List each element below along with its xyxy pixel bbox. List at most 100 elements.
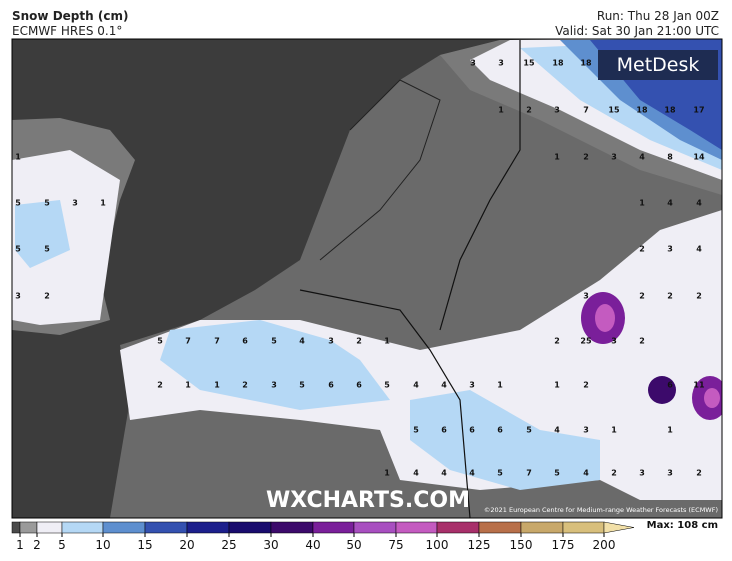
map-value: 5: [44, 245, 50, 254]
valid-time: Valid: Sat 30 Jan 21:00 UTC: [555, 24, 719, 38]
map-value: 18: [552, 59, 564, 68]
map-value: 3: [15, 292, 21, 301]
map-value: 4: [441, 469, 447, 478]
map-value: 4: [583, 469, 589, 478]
map-value: 5: [384, 381, 390, 390]
colorbar-label: 125: [468, 538, 491, 552]
map-value: 3: [667, 469, 673, 478]
map-value: 2: [526, 106, 532, 115]
map-value: 3: [667, 245, 673, 254]
map-value: 4: [639, 153, 645, 162]
colorbar-label: 5: [58, 538, 66, 552]
map-value: 1: [639, 199, 645, 208]
logo-box: [598, 50, 718, 80]
map-value: 2: [583, 153, 589, 162]
map-value: 4: [554, 426, 560, 435]
colorbar-segment: [11, 521, 21, 534]
map-value: 1: [497, 381, 503, 390]
colorbar-segment: [436, 521, 480, 534]
map-value: 5: [15, 245, 21, 254]
map-value: 5: [271, 337, 277, 346]
snow-area: [160, 320, 390, 410]
run: Run: Thu 28 Jan 00Z: [597, 9, 719, 23]
map-value: 14: [693, 153, 705, 162]
watermark: WXCHARTS.COM: [266, 488, 470, 513]
map-value: 1: [384, 337, 390, 346]
map-value: 3: [611, 153, 617, 162]
map-value: 2: [696, 469, 702, 478]
colorbar-segment: [228, 521, 272, 534]
colorbar-segment: [520, 521, 564, 534]
map-value: 7: [583, 106, 589, 115]
map-value: 7: [185, 337, 191, 346]
colorbar-segment: [144, 521, 188, 534]
colorbar-segment: [478, 521, 522, 534]
map-value: 2: [242, 381, 248, 390]
map-value: 3: [639, 469, 645, 478]
snow-peak: [595, 304, 615, 332]
map-value: 7: [526, 469, 532, 478]
snow-peak: [648, 376, 676, 404]
map-value: 1: [554, 381, 560, 390]
colorbar-label: 100: [426, 538, 449, 552]
map-value: 3: [583, 292, 589, 301]
map-value: 18: [636, 106, 648, 115]
snow-area: [120, 210, 722, 500]
map-value: 3: [328, 337, 334, 346]
map-value: 6: [497, 426, 503, 435]
colorbar-label: 40: [305, 538, 320, 552]
map-value: 4: [469, 469, 475, 478]
colorbar-label: 20: [179, 538, 194, 552]
map-value: 5: [526, 426, 532, 435]
map-value: 4: [299, 337, 305, 346]
map-value: 3: [271, 381, 277, 390]
map-value: 5: [554, 469, 560, 478]
map-value: 18: [664, 106, 676, 115]
map-value: 4: [413, 469, 419, 478]
colorbar-label: 150: [510, 538, 533, 552]
map-value: 5: [157, 337, 163, 346]
map-value: 3: [611, 337, 617, 346]
map-value: 2: [639, 245, 645, 254]
map-value: 1: [611, 426, 617, 435]
map-value: 3: [554, 106, 560, 115]
max-label: Max: 108 cm: [647, 520, 718, 531]
map-value: 6: [441, 426, 447, 435]
map-value: 15: [608, 106, 620, 115]
colorbar-segment: [19, 521, 38, 534]
colorbar-segment: [270, 521, 314, 534]
colorbar-label: 50: [346, 538, 361, 552]
map-value: 2: [611, 469, 617, 478]
colorbar-arrow: [603, 521, 635, 534]
map-value: 1: [667, 426, 673, 435]
map-value: 1: [498, 106, 504, 115]
map-value: 5: [44, 199, 50, 208]
map-value: 5: [413, 426, 419, 435]
map-value: 1: [15, 153, 21, 162]
map-value: 4: [667, 199, 673, 208]
map-value: 11: [693, 381, 705, 390]
model: ECMWF HRES 0.1°: [12, 24, 122, 38]
colorbar-label: 15: [137, 538, 152, 552]
map-value: 7: [214, 337, 220, 346]
colorbar-segment: [562, 521, 605, 534]
map-value: 3: [469, 381, 475, 390]
map-value: 17: [693, 106, 704, 115]
map-value: 3: [498, 59, 504, 68]
coastline: [319, 79, 441, 261]
colorbar-label: 75: [388, 538, 403, 552]
map-value: 6: [242, 337, 248, 346]
map-value: 2: [696, 292, 702, 301]
colorbar-segment: [395, 521, 438, 534]
colorbar-label: 25: [221, 538, 236, 552]
map-value: 4: [696, 199, 702, 208]
map-value: 6: [667, 381, 673, 390]
map-value: 6: [356, 381, 362, 390]
colorbar-label: 200: [593, 538, 616, 552]
map-value: 1: [185, 381, 191, 390]
map-value: 18: [580, 59, 592, 68]
copyright: ©2021 European Centre for Medium-range W…: [484, 506, 718, 514]
border: [299, 40, 521, 518]
